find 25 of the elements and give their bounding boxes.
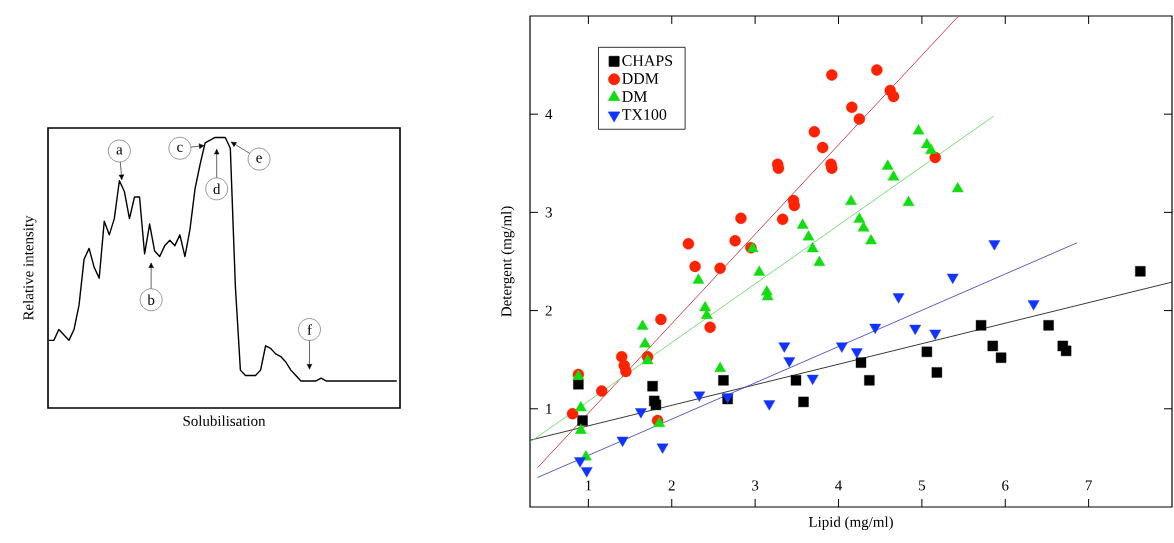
x-tick-label: 4 (835, 480, 842, 491)
y-tick-label: 1 (546, 403, 552, 414)
x-tick-label: 2 (668, 480, 675, 491)
legend-label: DDM (622, 73, 659, 84)
annotation: f (307, 324, 312, 335)
x-tick-label: 3 (752, 480, 759, 491)
x-tick-label: 5 (919, 480, 926, 491)
annotation: b (147, 294, 155, 306)
legend-label: CHAPS (622, 55, 673, 67)
x-axis-title: Lipid (mg/ml) (808, 516, 893, 531)
annotation: d (213, 183, 221, 195)
annotation: a (116, 147, 123, 155)
y-axis-title: Detergent (mg/ml) (500, 206, 515, 317)
annotation: e (256, 155, 262, 163)
legend-label: DM (622, 91, 647, 102)
x-tick-label: 1 (585, 480, 592, 491)
y-tick-label: 2 (545, 305, 552, 316)
annotation: c (177, 144, 183, 152)
x-axis-title: Solubilisation (183, 415, 266, 427)
x-tick-label: 6 (1002, 480, 1009, 491)
x-tick-label: 7 (1085, 480, 1092, 491)
y-axis-title: Relative intensity (22, 215, 37, 321)
y-tick-label: 3 (545, 207, 552, 218)
y-tick-label: 4 (545, 109, 553, 120)
legend-label: TX100 (622, 109, 667, 120)
